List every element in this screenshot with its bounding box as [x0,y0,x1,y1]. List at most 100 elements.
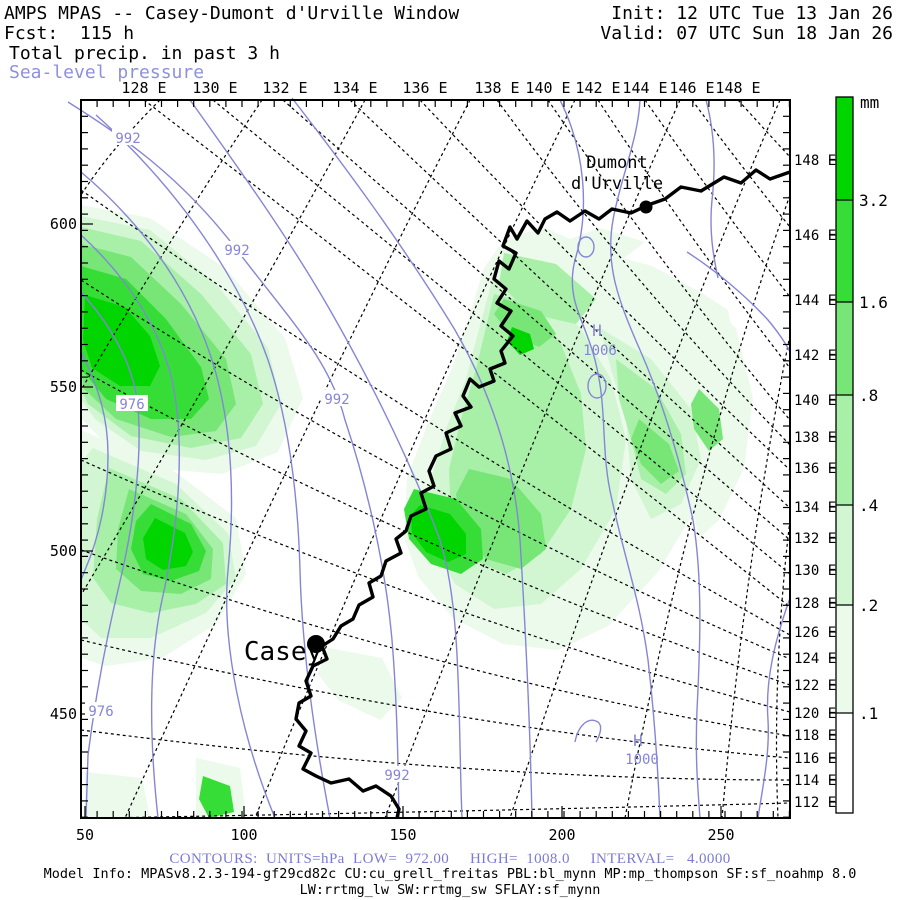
parallel-line [624,194,791,819]
right-axis-label: 136 E [794,461,836,477]
contour-label-mask [381,766,413,782]
precip-blob [85,772,150,818]
right-axis-label: 118 E [794,728,836,744]
slp-contour [80,351,109,581]
bottom-axis-label: 150 [389,826,416,844]
slp-contour [757,597,791,819]
slp-contour [80,291,140,819]
parallel-line [775,519,791,819]
contour-label: 976 [88,704,113,720]
contour-label: 992 [115,131,140,147]
colorbar-segment [836,302,853,395]
slp-contour [686,251,791,353]
left-axis-label: 550 [50,378,77,396]
colorbar-segment [836,395,853,505]
coastline-layer [294,168,791,819]
right-axis-label: 116 E [794,751,836,767]
meridian-line [143,99,791,608]
right-axis-label: 126 E [794,625,836,641]
meridian-line [80,639,791,759]
parallel-line [80,99,263,391]
colorbar-segment [836,505,853,605]
precip-blob [318,648,402,720]
high-marker-value: 1006 [583,343,617,359]
colorbar-tick-label: .8 [859,386,878,405]
slp-contour [559,99,661,819]
right-axis-label: 112 E [794,795,836,811]
colorbar-segment [836,605,853,713]
parallel-line [721,334,791,819]
physics-info-line: LW:rrtmg_lw SW:rrtmg_sw SFLAY:sf_mynn [299,882,601,898]
meridian-line [80,369,791,686]
station-label: d'Urville [571,174,663,194]
colorbar-segment [836,97,853,200]
meridian-line [80,279,791,660]
slp-contour [705,99,719,279]
right-axis-label: 146 E [794,228,836,244]
colorbar-tick-label: 1.6 [859,293,888,312]
field-name-slp: Sea-level pressure [9,62,205,83]
contour-label-mask [112,129,144,145]
precip-blob [631,419,679,484]
coastline [294,168,791,819]
parallel-line [124,99,471,819]
left-axis-label: 450 [50,705,77,723]
bottom-axis-label: 50 [76,826,94,844]
contour-label: 976 [119,397,144,413]
top-axis-label: 134 E [332,79,377,97]
top-axis-label: 144 E [622,79,667,97]
top-axis-label: 132 E [262,79,307,97]
top-axis-label: 148 E [715,79,760,97]
precip-blob [199,776,234,818]
high-marker-value: 1000 [625,752,659,768]
left-axis-label: 500 [50,542,77,560]
right-axis-label: 130 E [794,563,836,579]
station-dot [639,200,653,214]
contour-label-mask [116,395,148,411]
station-label: Casey [244,637,322,667]
meridian-line [282,99,791,541]
precip-shading-layer [81,205,753,818]
slp-contour [189,99,463,819]
colorbar-unit: mm [860,93,879,112]
colorbar-outline [835,96,854,814]
meridian-line [691,99,791,228]
parallel-line [509,99,781,819]
model-info-line: Model Info: MPASv8.2.3-194-gf29cd82c CU:… [43,866,857,882]
contour-label-mask [85,702,117,718]
right-axis-label: 124 E [794,651,836,667]
right-axis-label: 144 E [794,293,836,309]
precip-blob [507,327,534,355]
meridian-line [80,459,791,713]
slp-contour-layer [67,97,791,819]
meridian-line [547,99,791,421]
slp-contour [80,171,276,819]
meridian-line [597,99,791,369]
graticule-layer [80,99,791,819]
right-axis-label: 140 E [794,393,836,409]
right-axis-label: 138 E [794,430,836,446]
contour-label-mask [221,241,253,257]
top-axis-label: 140 E [525,79,570,97]
plot-title: AMPS MPAS -- Casey-Dumont d'Urville Wind… [4,3,460,24]
top-axis-label: 130 E [192,79,237,97]
colorbar-segment [836,200,853,302]
left-axis-label: 600 [50,215,77,233]
bottom-axis-label: 100 [230,826,257,844]
slp-contour [609,99,701,819]
parallel-line [384,99,681,819]
top-axis-label: 128 E [121,79,166,97]
parallel-line [80,99,161,196]
top-axis-label: 138 E [474,79,519,97]
meridian-line [419,99,791,471]
high-marker: H [592,321,602,340]
top-axis-label: 136 E [402,79,447,97]
contour-label: 992 [384,768,409,784]
contour-label: 992 [324,392,349,408]
contour-info-line: CONTOURS: UNITS=hPa LOW= 972.00 HIGH= 10… [169,851,731,867]
precip-blob [143,518,193,570]
station-dot [307,635,325,653]
meridian-line [737,99,791,158]
top-axis-label: 146 E [669,79,714,97]
colorbar: mm 3.2 1.6 .8 .4 .2 .1 [835,93,888,814]
